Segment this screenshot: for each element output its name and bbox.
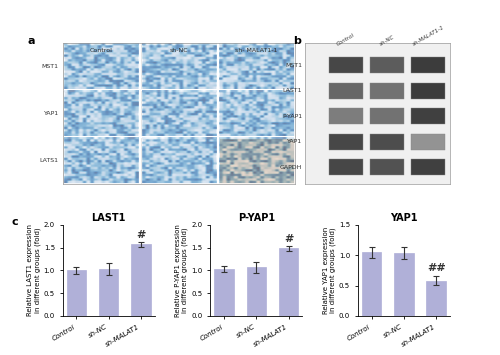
Title: P-YAP1: P-YAP1 (238, 213, 275, 223)
Bar (279, 248, 298, 316)
FancyBboxPatch shape (219, 91, 294, 136)
Text: #: # (284, 234, 293, 244)
Text: sh-NC: sh-NC (378, 34, 396, 47)
FancyBboxPatch shape (329, 57, 363, 73)
Text: P-YAP1: P-YAP1 (282, 114, 302, 119)
FancyBboxPatch shape (411, 159, 445, 175)
Text: ##: ## (427, 263, 446, 273)
Text: a: a (28, 36, 35, 45)
Text: c: c (12, 217, 18, 228)
Y-axis label: Relative P-YAP1 expression
in different groups (fold): Relative P-YAP1 expression in different … (175, 224, 188, 317)
Text: LATS1: LATS1 (40, 158, 58, 163)
FancyBboxPatch shape (370, 159, 404, 175)
Text: MST1: MST1 (42, 64, 58, 69)
FancyBboxPatch shape (370, 134, 404, 149)
Title: YAP1: YAP1 (390, 213, 417, 223)
FancyBboxPatch shape (142, 44, 216, 89)
Text: Control: Control (90, 48, 112, 53)
Y-axis label: Relative LAST1 expression
in different groups (fold): Relative LAST1 expression in different g… (28, 224, 41, 316)
Text: b: b (293, 36, 301, 45)
FancyBboxPatch shape (329, 83, 363, 99)
FancyBboxPatch shape (142, 91, 216, 136)
FancyBboxPatch shape (329, 108, 363, 124)
Text: sh-MALAT1-1: sh-MALAT1-1 (412, 24, 445, 47)
Bar (99, 269, 118, 316)
Text: YAP1: YAP1 (287, 139, 302, 144)
FancyBboxPatch shape (411, 108, 445, 124)
FancyBboxPatch shape (411, 57, 445, 73)
FancyBboxPatch shape (411, 83, 445, 99)
Text: sh-NC: sh-NC (170, 48, 188, 53)
Bar (362, 252, 382, 316)
Text: Control: Control (336, 33, 355, 47)
Text: LAST1: LAST1 (282, 88, 302, 93)
Text: MST1: MST1 (285, 63, 302, 68)
Bar (214, 269, 234, 316)
FancyBboxPatch shape (370, 108, 404, 124)
FancyBboxPatch shape (219, 138, 294, 183)
Bar (131, 244, 150, 316)
Bar (246, 267, 266, 316)
FancyBboxPatch shape (370, 57, 404, 73)
Text: #: # (136, 230, 145, 240)
FancyBboxPatch shape (370, 83, 404, 99)
FancyBboxPatch shape (329, 134, 363, 149)
Bar (66, 271, 86, 316)
Text: YAP1: YAP1 (44, 111, 59, 116)
FancyBboxPatch shape (64, 91, 138, 136)
Title: LAST1: LAST1 (92, 213, 126, 223)
FancyBboxPatch shape (142, 138, 216, 183)
Bar (426, 281, 446, 316)
FancyBboxPatch shape (64, 138, 138, 183)
FancyBboxPatch shape (64, 44, 138, 89)
Y-axis label: Relative YAP1 expression
in different groups (fold): Relative YAP1 expression in different gr… (322, 227, 336, 314)
Text: sh- MALAT1-1: sh- MALAT1-1 (235, 48, 278, 53)
Bar (394, 253, 413, 316)
Text: GAPDH: GAPDH (280, 164, 302, 170)
FancyBboxPatch shape (411, 134, 445, 149)
FancyBboxPatch shape (329, 159, 363, 175)
FancyBboxPatch shape (219, 44, 294, 89)
